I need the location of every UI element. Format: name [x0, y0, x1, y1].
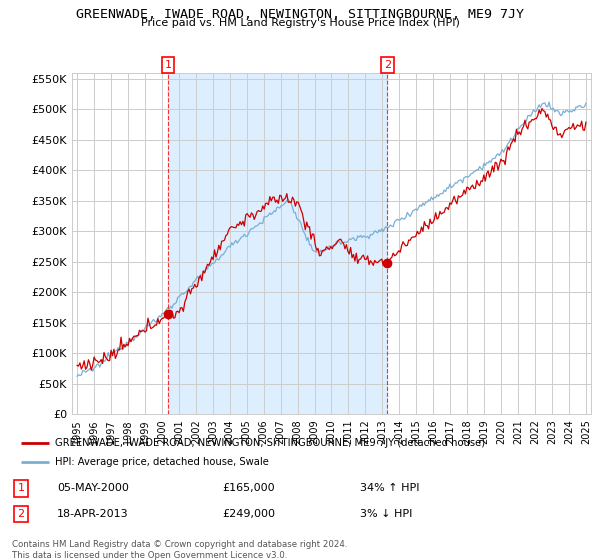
Text: 1: 1: [164, 60, 172, 70]
Text: GREENWADE, IWADE ROAD, NEWINGTON, SITTINGBOURNE, ME9 7JY: GREENWADE, IWADE ROAD, NEWINGTON, SITTIN…: [76, 8, 524, 21]
Bar: [168, 73, 388, 414]
Text: HPI: Average price, detached house, Swale: HPI: Average price, detached house, Swal…: [55, 457, 269, 467]
Text: £165,000: £165,000: [222, 483, 275, 493]
Text: 34% ↑ HPI: 34% ↑ HPI: [360, 483, 419, 493]
Text: Contains HM Land Registry data © Crown copyright and database right 2024.
This d: Contains HM Land Registry data © Crown c…: [12, 540, 347, 560]
Text: 3% ↓ HPI: 3% ↓ HPI: [360, 509, 412, 519]
Text: 2: 2: [384, 60, 391, 70]
Text: GREENWADE, IWADE ROAD, NEWINGTON, SITTINGBOURNE, ME9 7JY (detached house): GREENWADE, IWADE ROAD, NEWINGTON, SITTIN…: [55, 437, 485, 447]
Text: £249,000: £249,000: [222, 509, 275, 519]
Text: 1: 1: [17, 483, 25, 493]
Text: 2: 2: [17, 509, 25, 519]
Text: Price paid vs. HM Land Registry's House Price Index (HPI): Price paid vs. HM Land Registry's House …: [140, 18, 460, 29]
Text: 05-MAY-2000: 05-MAY-2000: [57, 483, 129, 493]
Text: 18-APR-2013: 18-APR-2013: [57, 509, 128, 519]
